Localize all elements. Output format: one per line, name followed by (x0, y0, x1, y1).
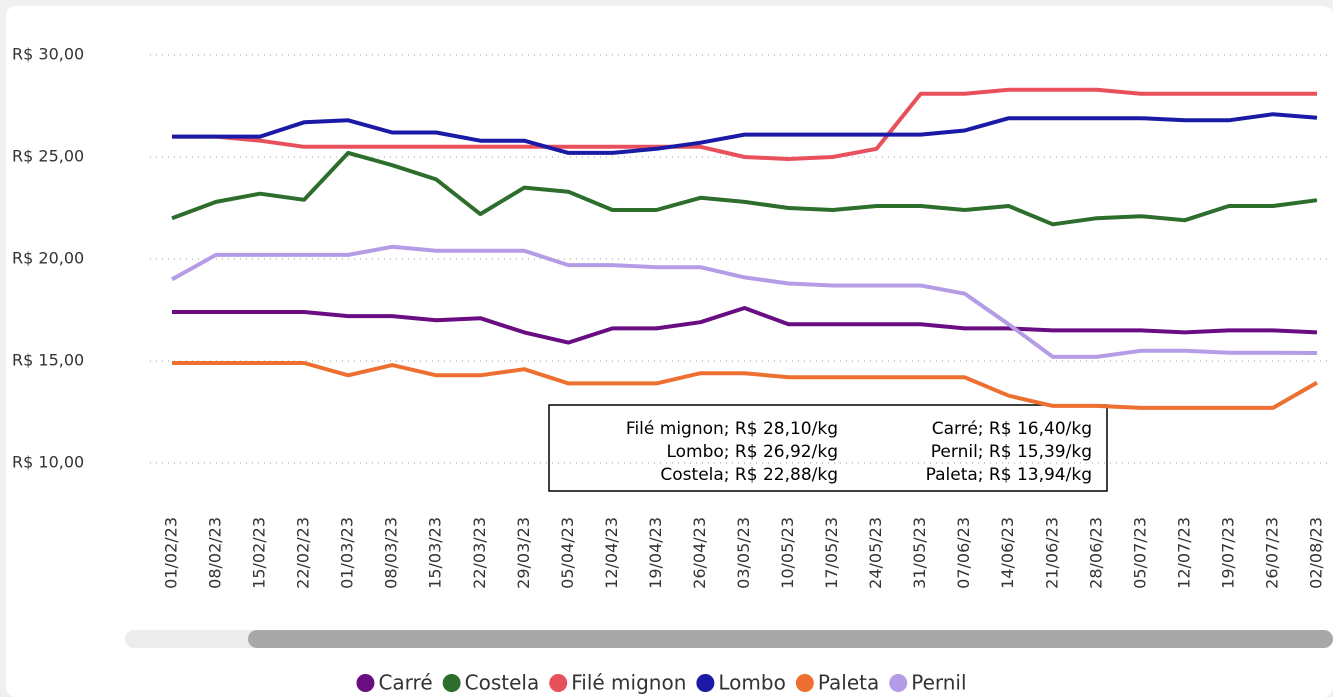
annotation: Lombo; R$ 26,92/kg (666, 442, 838, 462)
x-tick-label: 14/06/23 (998, 517, 1017, 589)
x-tick-label: 17/05/23 (822, 517, 841, 589)
legend-label: Pernil (911, 671, 966, 695)
series-line (171, 150, 1318, 227)
x-tick-label: 05/04/23 (558, 517, 577, 589)
annotation-box (548, 404, 1108, 492)
x-tick-label: 01/02/23 (162, 517, 181, 589)
x-tick-label: 10/05/23 (778, 517, 797, 589)
legend-label: Lombo (718, 671, 785, 695)
x-tick-label: 05/07/23 (1130, 517, 1149, 589)
legend-label: Costela (465, 671, 540, 695)
legend-label: Filé mignon (571, 671, 686, 695)
legend-label: Carré (378, 671, 432, 695)
series-line (171, 244, 1318, 359)
scroll-thumb[interactable] (248, 630, 1333, 648)
x-tick-label: 26/04/23 (690, 517, 709, 589)
x-tick-label: 12/07/23 (1174, 517, 1193, 589)
y-tick-label: R$ 15,00 (12, 351, 84, 370)
legend-marker (795, 674, 814, 692)
x-tick-label: 03/05/23 (734, 517, 753, 589)
x-tick-label: 22/02/23 (294, 517, 313, 589)
x-tick-label: 21/06/23 (1042, 517, 1061, 589)
x-tick-label: 08/02/23 (206, 517, 225, 589)
legend-marker (549, 674, 568, 692)
x-tick-label: 01/03/23 (338, 517, 357, 589)
x-tick-label: 15/02/23 (250, 517, 269, 589)
x-tick-label: 24/05/23 (866, 517, 885, 589)
legend-marker (889, 674, 908, 692)
legend-label: Paleta (818, 671, 879, 695)
annotation: Filé mignon; R$ 28,10/kg (626, 419, 838, 439)
series-line (172, 87, 1317, 161)
x-tick-label: 15/03/23 (426, 517, 445, 589)
x-tick-label: 22/03/23 (470, 517, 489, 589)
y-tick-label: R$ 10,00 (12, 453, 84, 472)
x-tick-label: 08/03/23 (382, 517, 401, 589)
x-tick-label: 19/07/23 (1218, 517, 1237, 589)
legend-marker (356, 674, 375, 692)
annotation: Paleta; R$ 13,94/kg (926, 465, 1092, 485)
y-tick-label: R$ 25,00 (12, 147, 84, 166)
card (6, 6, 1333, 697)
y-tick-label: R$ 20,00 (12, 249, 84, 268)
x-tick-label: 26/07/23 (1262, 517, 1281, 589)
x-tick-label: 28/06/23 (1086, 517, 1105, 589)
annotation: Costela; R$ 22,88/kg (660, 465, 838, 485)
x-tick-label: 07/06/23 (954, 517, 973, 589)
y-tick-label: R$ 30,00 (12, 45, 84, 64)
x-tick-label: 02/08/23 (1307, 517, 1326, 589)
legend-marker (696, 674, 715, 692)
legend-marker (442, 674, 461, 692)
annotation: Carré; R$ 16,40/kg (932, 419, 1092, 439)
series-line (172, 306, 1318, 345)
x-tick-label: 29/03/23 (514, 517, 533, 589)
series-line (172, 361, 1318, 410)
x-tick-label: 19/04/23 (646, 517, 665, 589)
x-tick-label: 12/04/23 (602, 517, 621, 589)
annotation: Pernil; R$ 15,39/kg (931, 442, 1092, 462)
x-tick-label: 31/05/23 (910, 517, 929, 589)
series-line (172, 112, 1318, 155)
